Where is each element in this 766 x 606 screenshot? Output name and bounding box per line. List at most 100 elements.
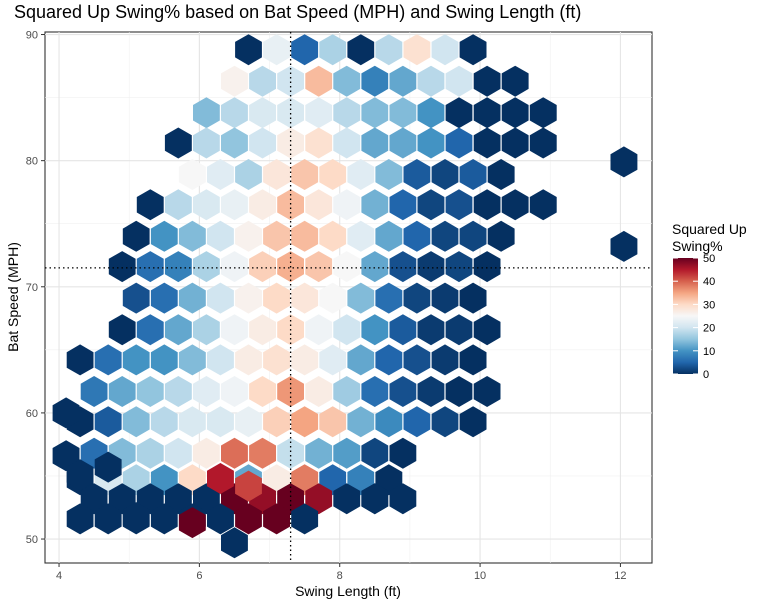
hex-bin (291, 503, 319, 535)
hex-bin (501, 65, 529, 97)
hex-bin (150, 282, 178, 314)
hex-bin (291, 220, 319, 252)
hex-bin (122, 502, 150, 534)
hex-bin (375, 406, 403, 438)
hex-bin (375, 282, 403, 314)
hex-bin (431, 406, 459, 438)
hex-bin (221, 314, 248, 346)
hex-bin (235, 282, 262, 314)
hex-bin (291, 159, 319, 190)
hex-bin (305, 314, 333, 346)
hex-bin (277, 483, 304, 515)
hex-bin (473, 127, 501, 159)
hex-bin (473, 97, 501, 129)
hex-bin (445, 251, 473, 283)
x-tick-label: 8 (337, 570, 343, 582)
hex-bin (459, 34, 487, 66)
hex-bin (305, 437, 333, 469)
hex-bin (221, 376, 248, 407)
hex-bin (333, 437, 361, 469)
hex-bin (291, 406, 319, 438)
hex-bin (52, 397, 80, 429)
y-axis-ticks: 50 60 70 80 90 (26, 30, 45, 546)
hex-bin (178, 282, 206, 314)
hex-bin (389, 376, 417, 407)
hex-bin (305, 127, 333, 159)
hex-bin (249, 65, 276, 97)
hex-bin (347, 34, 375, 66)
hex-bin (249, 251, 276, 283)
hex-bin (108, 251, 136, 283)
hex-bin (389, 65, 417, 97)
hex-bin (193, 437, 220, 469)
hex-bin (122, 406, 150, 438)
hex-bin (178, 159, 206, 190)
hex-bin (305, 483, 333, 515)
hex-bin (473, 65, 501, 97)
hex-bin (375, 34, 403, 66)
hex-bin (417, 251, 445, 283)
hex-bin (417, 376, 445, 407)
y-tick-label: 50 (26, 534, 38, 546)
hex-bin (417, 189, 445, 221)
legend-title-line-2: Swing% (672, 238, 723, 254)
hex-bins (52, 34, 638, 559)
hex-bin (80, 483, 108, 515)
hex-bin (361, 437, 389, 469)
hex-bin (164, 376, 192, 407)
hex-bin (122, 220, 150, 252)
hex-bin (375, 159, 403, 190)
hex-bin (80, 376, 108, 407)
hex-bin (501, 189, 529, 221)
hex-bin (193, 251, 220, 283)
hex-bin (108, 314, 136, 346)
hex-bin (164, 127, 192, 159)
hex-bin (529, 97, 557, 129)
x-tick-label: 10 (474, 570, 486, 582)
hex-bin (277, 376, 304, 407)
hex-bin (305, 189, 333, 221)
hex-bin (164, 314, 192, 346)
hex-bin (164, 437, 192, 469)
hex-bin (375, 344, 403, 376)
hex-bin (501, 97, 529, 129)
hex-bin (235, 470, 262, 502)
hex-bin (249, 437, 276, 469)
hex-bin (207, 220, 234, 252)
hex-bin (66, 503, 94, 535)
hex-bin (291, 282, 319, 314)
hex-bin (249, 314, 276, 346)
hex-bin (94, 503, 122, 535)
hex-bin (333, 483, 361, 515)
hex-bin (150, 220, 178, 252)
hex-bin (389, 314, 417, 346)
hex-bin (389, 437, 417, 469)
hex-bin (136, 376, 164, 407)
hex-bin (473, 314, 501, 346)
hex-bin (445, 65, 473, 97)
hex-bin (277, 189, 304, 221)
hex-bin (178, 507, 206, 539)
hex-bin (207, 463, 234, 494)
hex-bin (164, 251, 192, 283)
hex-bin (291, 34, 319, 66)
hex-bin (235, 406, 262, 438)
x-axis-label: Swing Length (ft) (295, 583, 401, 599)
hex-bin (235, 344, 262, 376)
hex-bin (94, 451, 122, 483)
hex-bin (361, 483, 389, 515)
hex-bin (235, 503, 262, 535)
hex-bin (235, 220, 262, 252)
hex-bin (305, 97, 333, 129)
hex-bin (305, 376, 333, 407)
hex-bin (431, 282, 459, 314)
hex-bin (277, 97, 304, 129)
hex-bin (459, 282, 487, 314)
hex-bin (431, 344, 459, 376)
hex-bin (319, 220, 347, 252)
hex-bin (263, 159, 290, 190)
hex-bin (178, 344, 206, 376)
x-tick-label: 12 (614, 570, 626, 582)
hex-bin (136, 251, 164, 283)
hex-bin (249, 189, 276, 221)
